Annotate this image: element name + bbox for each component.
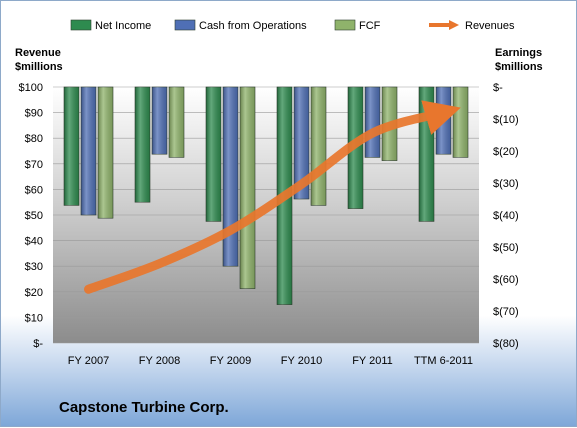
left-tick-label: $80 [25, 133, 43, 145]
x-tick-label: FY 2008 [139, 355, 180, 367]
x-tick-label: FY 2007 [68, 355, 109, 367]
bars [63, 86, 469, 305]
right-tick-label: $(70) [493, 306, 519, 318]
bar-shade [152, 87, 167, 155]
right-tick-label: $(20) [493, 146, 519, 158]
x-tick-label: FY 2010 [281, 355, 322, 367]
right-axis: $(80) $(70) $(60) $(50) $(40) $(30) $(20) $(10)… [493, 82, 519, 350]
right-axis-title-line1: Earnings [495, 47, 542, 59]
left-tick-label: $40 [25, 236, 43, 248]
bar-shade [365, 87, 380, 158]
x-tick-label: FY 2011 [352, 355, 393, 367]
left-axis: $- $10 $20 $30 $40 $50 $60 $70 $80 $90 $100 [19, 82, 44, 350]
bar-shade [206, 87, 221, 222]
legend-label-fcf: FCF [359, 20, 381, 32]
right-tick-label: $- [493, 82, 503, 94]
bar-shade [169, 87, 184, 158]
left-axis-title-line2: $millions [15, 61, 63, 73]
legend-label-cash-from-operations: Cash from Operations [199, 20, 307, 32]
bar-shade [436, 87, 451, 155]
right-tick-label: $(40) [493, 210, 519, 222]
gridlines [53, 86, 479, 344]
left-tick-label: $70 [25, 159, 43, 171]
left-tick-label: $- [33, 338, 43, 350]
company-name: Capstone Turbine Corp. [59, 399, 229, 416]
right-tick-label: $(50) [493, 242, 519, 254]
right-tick-label: $(10) [493, 114, 519, 126]
left-tick-label: $60 [25, 184, 43, 196]
bar-shade [223, 87, 238, 267]
x-tick-label: FY 2009 [210, 355, 251, 367]
legend: Net Income Cash from Operations FCF Revenue… [70, 19, 515, 32]
legend-arrow-revenues [449, 20, 459, 30]
left-tick-label: $50 [25, 210, 43, 222]
left-tick-label: $100 [19, 82, 43, 94]
legend-label-revenues: Revenues [465, 20, 515, 32]
legend-swatch-fcf [334, 19, 356, 31]
legend-label-net-income: Net Income [95, 20, 151, 32]
legend-swatch-cash-from-operations [174, 19, 196, 31]
left-tick-label: $30 [25, 261, 43, 273]
bar-shade [453, 87, 468, 158]
bar-shade [419, 87, 434, 222]
right-tick-label: $(30) [493, 178, 519, 190]
bar-shade [135, 87, 150, 203]
revenue-line [84, 100, 461, 294]
right-tick-label: $(80) [493, 338, 519, 350]
bar-shade [311, 87, 326, 206]
left-tick-label: $90 [25, 108, 43, 120]
right-axis-title-line2: $millions [495, 61, 543, 73]
bar-shade [81, 87, 96, 215]
bar-shade [98, 87, 113, 219]
left-axis-title-line1: Revenue [15, 47, 61, 59]
bar-shade [64, 87, 79, 206]
legend-swatch-net-income [70, 19, 92, 31]
revenue-line-path [84, 100, 461, 294]
right-tick-label: $(60) [493, 274, 519, 286]
x-axis: FY 2007 FY 2008 FY 2009 FY 2010 FY 2011 TTM 6… [68, 355, 473, 367]
x-tick-label: TTM 6-2011 [414, 355, 473, 367]
left-tick-label: $10 [25, 312, 43, 324]
bar-shade [294, 87, 309, 199]
left-tick-label: $20 [25, 287, 43, 299]
bar-shade [240, 87, 255, 289]
